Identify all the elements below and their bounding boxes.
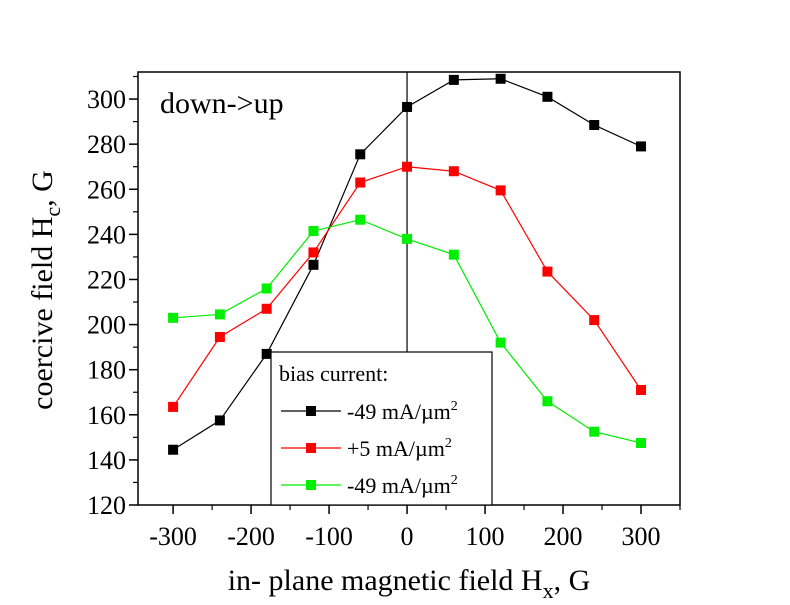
y-tick-label: 200 xyxy=(87,311,126,340)
x-axis-title-tail: , G xyxy=(554,564,591,597)
data-point xyxy=(495,185,506,196)
data-point xyxy=(355,177,366,188)
data-point xyxy=(261,348,272,359)
legend-label-sup: 2 xyxy=(451,399,458,414)
legend-swatch-marker xyxy=(306,480,316,490)
legend-box xyxy=(270,351,493,506)
legend-label: +5 mA/µm2 xyxy=(347,436,452,461)
data-point xyxy=(214,331,225,342)
data-point xyxy=(168,444,179,455)
legend-swatch-marker xyxy=(306,443,316,453)
data-point xyxy=(495,73,506,84)
data-point xyxy=(214,415,225,426)
y-tick-label: 240 xyxy=(87,220,126,249)
x-axis-title-main: in- plane magnetic field H xyxy=(228,564,543,597)
data-point xyxy=(589,119,600,130)
annotation-down-up: down->up xyxy=(160,87,284,120)
data-point xyxy=(448,166,459,177)
legend-label-main: -49 mA/µm xyxy=(347,399,451,424)
data-point xyxy=(308,225,319,236)
x-tick-label: 300 xyxy=(622,522,661,551)
data-point xyxy=(448,74,459,85)
y-axis-title-main: coercive field H xyxy=(26,217,59,410)
legend-label: -49 mA/µm2 xyxy=(347,473,458,498)
legend-label-sup: 2 xyxy=(445,436,452,451)
data-point xyxy=(542,396,553,407)
legend-label: -49 mA/µm2 xyxy=(347,399,458,424)
legend-label-main: +5 mA/µm xyxy=(347,436,445,461)
y-tick-label: 160 xyxy=(87,401,126,430)
data-point xyxy=(168,312,179,323)
x-tick-label: -100 xyxy=(305,522,353,551)
legend-label-main: -49 mA/µm xyxy=(347,473,451,498)
data-point xyxy=(495,337,506,348)
y-axis-title: coercive field Hc, G xyxy=(26,170,65,410)
series-1 xyxy=(168,73,647,455)
legend-item: +5 mA/µm2 xyxy=(281,436,452,461)
data-point xyxy=(402,101,413,112)
y-axis-title-sub: c xyxy=(40,207,65,217)
y-tick-label: 300 xyxy=(87,85,126,114)
data-point xyxy=(636,141,647,152)
data-point xyxy=(214,309,225,320)
y-tick-label: 140 xyxy=(87,446,126,475)
data-point xyxy=(308,247,319,258)
legend-title: bias current: xyxy=(279,361,388,386)
data-point xyxy=(355,149,366,160)
y-axis-title-tail: , G xyxy=(26,170,59,207)
data-point xyxy=(589,426,600,437)
data-point xyxy=(636,437,647,448)
series-3 xyxy=(168,214,647,448)
y-tick-label: 260 xyxy=(87,175,126,204)
data-point xyxy=(402,233,413,244)
x-tick-label: 100 xyxy=(466,522,505,551)
data-point xyxy=(308,259,319,270)
data-point xyxy=(542,91,553,102)
y-tick-label: 120 xyxy=(87,491,126,520)
legend: bias current: -49 mA/µm2+5 mA/µm2-49 mA/… xyxy=(270,351,493,506)
x-tick-label: 200 xyxy=(544,522,583,551)
x-tick-label: -200 xyxy=(227,522,275,551)
data-point xyxy=(589,315,600,326)
data-point xyxy=(448,249,459,260)
legend-swatch-marker xyxy=(306,406,316,416)
data-point xyxy=(636,384,647,395)
legend-item: -49 mA/µm2 xyxy=(281,473,458,498)
x-tick-label: 0 xyxy=(401,522,414,551)
data-point xyxy=(261,303,272,314)
data-point xyxy=(168,401,179,412)
y-tick-label: 220 xyxy=(87,265,126,294)
data-point xyxy=(402,161,413,172)
x-tick-label: -300 xyxy=(149,522,197,551)
data-point xyxy=(355,214,366,225)
x-axis-title-sub: x xyxy=(543,578,554,603)
legend-item: -49 mA/µm2 xyxy=(281,399,458,424)
y-tick-label: 180 xyxy=(87,356,126,385)
data-point xyxy=(542,266,553,277)
data-point xyxy=(261,283,272,294)
y-tick-label: 280 xyxy=(87,130,126,159)
x-axis-title: in- plane magnetic field Hx, G xyxy=(228,564,591,603)
legend-label-sup: 2 xyxy=(451,473,458,488)
series-2 xyxy=(168,161,647,412)
